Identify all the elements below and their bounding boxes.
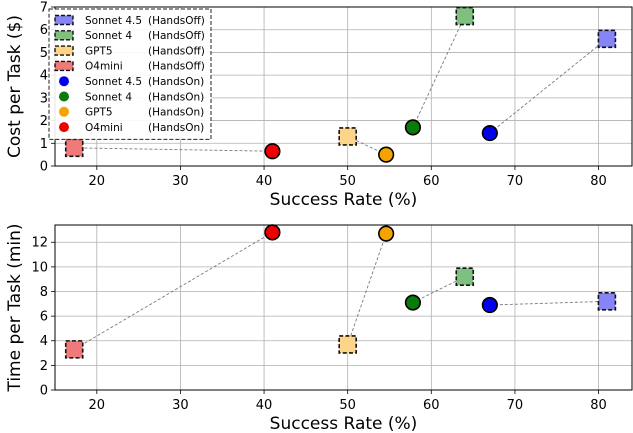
x-tick-label: 30 [172, 174, 189, 189]
legend-swatch [59, 76, 69, 87]
x-tick-label: 30 [172, 398, 189, 413]
cost-chart: 20 30 40 50 60 70 80 0 1 2 3 4 5 6 7 Success Rate (%) Co… [5, 1, 633, 210]
y-tick-label: 6 [40, 310, 48, 325]
y-axis-title: Cost per Task ($) [5, 15, 25, 158]
y-tick-label: 0 [40, 160, 48, 175]
connector-line [74, 232, 273, 350]
x-tick-label: 70 [507, 398, 524, 413]
data-point-circle [264, 143, 281, 160]
data-point-square [455, 6, 475, 26]
legend-mode: (HandsOn) [148, 76, 204, 88]
y-axis-title: Time per Task (min) [5, 223, 25, 392]
x-tick-label: 70 [507, 174, 524, 189]
data-point-square [597, 292, 617, 311]
y-tick-label: 12 [31, 236, 48, 251]
data-point-square [597, 29, 617, 49]
data-point-circle [481, 124, 498, 142]
data-point-square [64, 138, 84, 158]
legend-model: GPT5 [85, 107, 113, 119]
plot-frame [54, 224, 633, 391]
y-tick-label: 7 [40, 1, 48, 16]
data-point-circle [378, 225, 395, 242]
x-tick-label: 80 [590, 174, 607, 189]
y-tick-label: 4 [40, 334, 48, 349]
legend-swatch [54, 45, 74, 56]
legend-model: Sonnet 4.5 [85, 15, 142, 27]
legend-mode: (HandsOff) [148, 30, 205, 42]
legend-mode: (HandsOff) [148, 61, 205, 73]
data-point-circle [404, 119, 422, 136]
legend-mode: (HandsOff) [148, 15, 205, 27]
data-point-circle [481, 296, 498, 314]
connector-line [412, 15, 466, 128]
x-tick-label: 60 [423, 398, 440, 413]
legend-mode: (HandsOn) [148, 107, 204, 119]
legend-swatch [54, 14, 74, 26]
x-tick-label: 40 [256, 398, 273, 413]
connector-line [489, 300, 607, 306]
data-point-square [64, 340, 84, 359]
legend-mode: (HandsOn) [148, 91, 204, 103]
legend-swatch [59, 122, 69, 133]
connector-line [347, 233, 387, 345]
legend-model: O4mini [85, 61, 123, 73]
x-tick-label: 60 [423, 174, 440, 189]
connector-line [74, 147, 273, 152]
x-tick-label: 50 [339, 398, 356, 413]
legend-model: Sonnet 4 [85, 30, 132, 42]
legend-swatch [54, 30, 74, 41]
x-tick-label: 40 [256, 174, 273, 189]
data-point-square [338, 335, 357, 354]
y-tick-label: 6 [40, 23, 48, 38]
legend-swatch [54, 60, 74, 72]
data-point-circle [404, 294, 422, 311]
x-axis-title: Success Rate (%) [270, 190, 418, 210]
y-tick-label: 4 [40, 69, 48, 84]
legend-model: Sonnet 4.5 [85, 76, 142, 88]
y-tick-label: 10 [31, 260, 48, 275]
y-tick-label: 3 [40, 91, 48, 106]
data-point-circle [378, 146, 395, 163]
legend-model: GPT5 [85, 45, 113, 57]
legend-swatch [59, 91, 69, 102]
legend-mode: (HandsOff) [148, 45, 205, 57]
legend-swatch [59, 106, 69, 117]
y-tick-label: 1 [40, 137, 48, 152]
data-point-square [338, 127, 357, 146]
y-tick-label: 5 [40, 46, 48, 61]
y-tick-label: 2 [40, 359, 48, 374]
y-tick-label: 8 [40, 285, 48, 300]
x-tick-label: 50 [339, 174, 356, 189]
legend-model: O4mini [85, 122, 123, 134]
connector-line [489, 38, 608, 134]
y-tick-label: 2 [40, 114, 48, 129]
time-chart: 20 30 40 50 60 70 80 0 2 4 6 8 10 12 Success Rate (%) T… [5, 223, 633, 433]
x-tick-label: 20 [89, 398, 106, 413]
y-tick-label: 0 [40, 384, 48, 399]
legend-model: Sonnet 4 [85, 91, 132, 103]
x-tick-label: 80 [590, 398, 607, 413]
legend-mode: (HandsOn) [148, 122, 204, 134]
x-axis-title: Success Rate (%) [270, 414, 418, 433]
data-point-circle [264, 224, 281, 241]
legend-box [48, 8, 212, 140]
data-point-square [455, 267, 475, 287]
x-tick-label: 20 [89, 174, 106, 189]
